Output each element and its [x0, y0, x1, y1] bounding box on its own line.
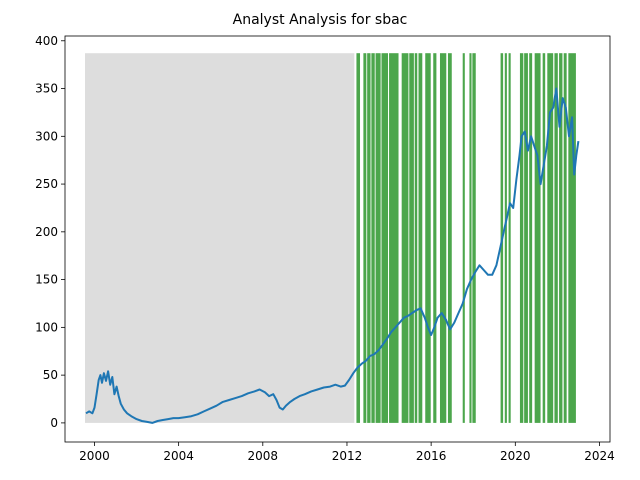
green-shade-band-14: [447, 53, 452, 423]
x-tick-label-2012: 2012: [332, 449, 363, 463]
green-shade-band-20: [508, 53, 511, 423]
green-shade-band-0: [356, 53, 361, 423]
x-tick-label-2000: 2000: [79, 449, 110, 463]
green-shade-band-24: [534, 53, 541, 423]
x-tick-label-2004: 2004: [163, 449, 194, 463]
y-tick-label-400: 400: [35, 34, 58, 48]
green-shade-band-26: [547, 53, 554, 423]
gray-shade-band: [84, 53, 355, 423]
green-shade-band-27: [554, 53, 558, 423]
y-tick-label-50: 50: [43, 368, 58, 382]
x-tick-label-2008: 2008: [248, 449, 279, 463]
green-shade-band-11: [425, 53, 431, 423]
y-tick-label-300: 300: [35, 129, 58, 143]
green-shade-band-7: [401, 53, 409, 423]
chart-title: Analyst Analysis for sbac: [233, 12, 408, 28]
green-shade-band-29: [563, 53, 567, 423]
plot-area: 2000 2004 2008 2012 2016 2020 2024 0 50 100 150 200…: [35, 34, 615, 463]
green-shade-band-1: [363, 53, 367, 423]
green-shade-band-23: [529, 53, 533, 423]
x-tick-label-2016: 2016: [416, 449, 447, 463]
green-shade-band-5: [381, 53, 389, 423]
x-tick-label-2024: 2024: [584, 449, 615, 463]
y-tick-label-0: 0: [50, 416, 58, 430]
x-tick-label-2020: 2020: [500, 449, 531, 463]
green-shade-band-28: [559, 53, 563, 423]
green-shade-band-21: [519, 53, 524, 423]
green-shade-band-4: [375, 53, 381, 423]
green-shade-band-8: [409, 53, 414, 423]
green-shade-band-13: [439, 53, 447, 423]
axes-frame: [64, 35, 611, 443]
green-shade-band-6: [389, 53, 399, 423]
green-shade-band-30: [568, 53, 576, 423]
green-shade-band-15: [462, 53, 465, 423]
green-shade-band-16: [469, 53, 472, 423]
y-tick-label-150: 150: [35, 273, 58, 287]
green-shade-band-17: [472, 53, 476, 423]
green-shade-band-2: [367, 53, 371, 423]
y-tick-label-250: 250: [35, 177, 58, 191]
green-shade-band-3: [371, 53, 375, 423]
y-tick-label-100: 100: [35, 320, 58, 334]
green-shade-band-25: [542, 53, 546, 423]
green-shade-band-22: [524, 53, 528, 423]
y-tick-label-350: 350: [35, 82, 58, 96]
green-shade-band-19: [504, 53, 507, 423]
y-tick-label-200: 200: [35, 225, 58, 239]
series-line: [85, 87, 580, 424]
green-shade-band-9: [414, 53, 418, 423]
green-shade-band-10: [418, 53, 423, 423]
green-shade-band-12: [433, 53, 437, 423]
